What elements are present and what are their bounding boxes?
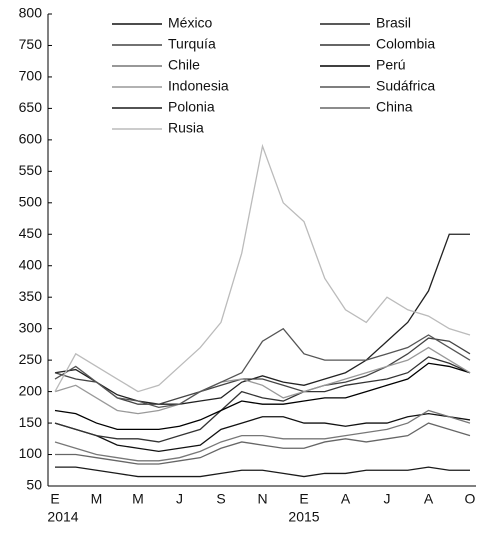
series-line [54, 327, 471, 408]
y-tick-label: 800 [19, 5, 43, 21]
x-tick-label: A [341, 491, 351, 507]
y-tick-label: 200 [19, 382, 43, 398]
y-tick-label: 400 [19, 256, 43, 272]
series-line [55, 466, 470, 478]
legend-label: Rusia [168, 120, 204, 136]
y-tick-label: 750 [19, 36, 43, 52]
x-tick-label: M [132, 491, 144, 507]
y-tick-label: 350 [19, 288, 43, 304]
x-tick-label: E [50, 491, 59, 507]
legend-label: Sudáfrica [376, 78, 435, 94]
y-tick-label: 300 [19, 319, 43, 335]
series-line [54, 233, 470, 405]
x-tick-label: M [91, 491, 103, 507]
x-tick-label: J [176, 491, 183, 507]
series-line [54, 346, 471, 415]
legend-label: Chile [168, 57, 200, 73]
y-tick-label: 500 [19, 194, 43, 210]
legend-label: Turquía [168, 36, 216, 52]
series-line [54, 337, 471, 405]
series-line [55, 422, 471, 465]
y-tick-label: 450 [19, 225, 43, 241]
year-label: 2014 [47, 509, 78, 525]
legend-label: México [168, 15, 213, 31]
legend-label: China [376, 99, 413, 115]
series-line [54, 362, 471, 431]
y-tick-label: 700 [19, 68, 43, 84]
x-tick-label: J [384, 491, 391, 507]
series-line [54, 409, 471, 462]
x-tick-label: O [465, 491, 476, 507]
y-tick-label: 150 [19, 414, 43, 430]
y-tick-label: 550 [19, 162, 43, 178]
legend-label: Polonia [168, 99, 215, 115]
y-tick-label: 250 [19, 351, 43, 367]
legend-label: Indonesia [168, 78, 229, 94]
x-tick-label: S [216, 491, 225, 507]
y-tick-label: 50 [26, 477, 42, 493]
legend-label: Brasil [376, 15, 411, 31]
x-tick-label: A [424, 491, 434, 507]
y-tick-label: 100 [19, 445, 43, 461]
series-line [54, 143, 471, 393]
series-line [54, 412, 471, 453]
x-tick-label: N [257, 491, 267, 507]
x-tick-label: E [299, 491, 308, 507]
legend-label: Colombia [376, 36, 435, 52]
y-tick-label: 650 [19, 99, 43, 115]
legend-label: Perú [376, 57, 406, 73]
year-label: 2015 [288, 509, 319, 525]
series-line [54, 356, 471, 443]
y-tick-label: 600 [19, 131, 43, 147]
